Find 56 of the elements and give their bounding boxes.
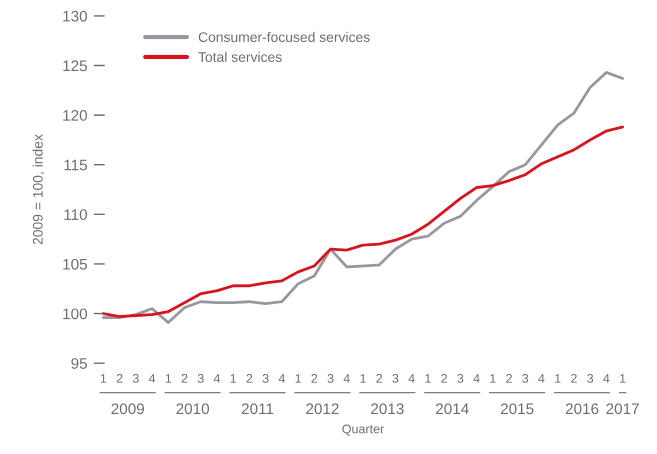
x-tick-label: 2	[441, 374, 447, 383]
x-tick-label: 2	[376, 374, 382, 383]
text: 2016	[566, 403, 598, 414]
x-tick-label: 4	[408, 374, 415, 383]
x-tick-label: 3	[198, 374, 204, 383]
x-tick-label: 1	[620, 374, 626, 383]
legend-label: Total services	[198, 52, 282, 62]
x-tick-label: 1	[555, 374, 561, 383]
x-tick-label: 3	[457, 374, 464, 383]
x-tick-label: 2	[246, 374, 252, 383]
y-tick-label: 110	[64, 209, 88, 220]
text: 2012	[306, 403, 339, 414]
x-tick-label: 4	[148, 374, 156, 383]
y-tick-label: 115	[64, 160, 87, 170]
x-tick-label: 2	[182, 374, 188, 383]
x-tick-label: 3	[262, 374, 269, 383]
text: 2011	[242, 403, 274, 414]
x-tick-label: 3	[522, 374, 528, 383]
x-tick-label: 2	[311, 374, 318, 383]
x-axis-title: Quarter	[342, 424, 384, 436]
text: 2009	[111, 403, 144, 414]
y-tick-label: 95	[71, 358, 87, 369]
x-tick-label: 1	[166, 374, 172, 383]
y-tick-label: 120	[63, 110, 88, 121]
y-tick-label: 100	[63, 308, 88, 320]
legend-label: Consumer-focused services	[198, 32, 370, 42]
x-tick-label: 2	[571, 374, 577, 383]
x-tick-label: 4	[344, 374, 350, 383]
x-tick-label: 1	[490, 374, 496, 383]
x-tick-label: 4	[603, 374, 610, 383]
x-tick-label: 4	[538, 374, 545, 383]
line-series	[102, 126, 624, 318]
text: 2015	[500, 403, 534, 414]
x-tick-label: 3	[392, 374, 398, 383]
x-tick-label: 2	[116, 374, 122, 383]
x-tick-label: 1	[230, 374, 236, 383]
x-tick-label: 1	[296, 374, 301, 383]
y-tick-label: 105	[63, 258, 87, 270]
x-tick-label: 1	[360, 374, 366, 383]
text: 2017	[606, 403, 639, 414]
x-tick-label: 4	[278, 374, 285, 383]
line-series	[102, 71, 624, 324]
x-tick-label: 3	[587, 374, 594, 383]
x-tick-label: 2	[506, 374, 512, 383]
x-tick-label: 1	[425, 374, 431, 383]
y-tick-label: 125	[63, 60, 87, 72]
y-axis-title: 2009 = 100, index	[32, 134, 44, 244]
x-tick-label: 4	[214, 374, 220, 383]
text: 2010	[176, 403, 210, 414]
x-tick-label: 3	[132, 374, 139, 383]
x-tick-label: 1	[100, 374, 106, 383]
x-tick-label: 4	[473, 374, 480, 383]
y-tick-label: 130	[63, 10, 88, 22]
x-tick-label: 3	[328, 374, 334, 383]
text: 2014	[436, 403, 469, 414]
text: 2013	[371, 403, 404, 414]
